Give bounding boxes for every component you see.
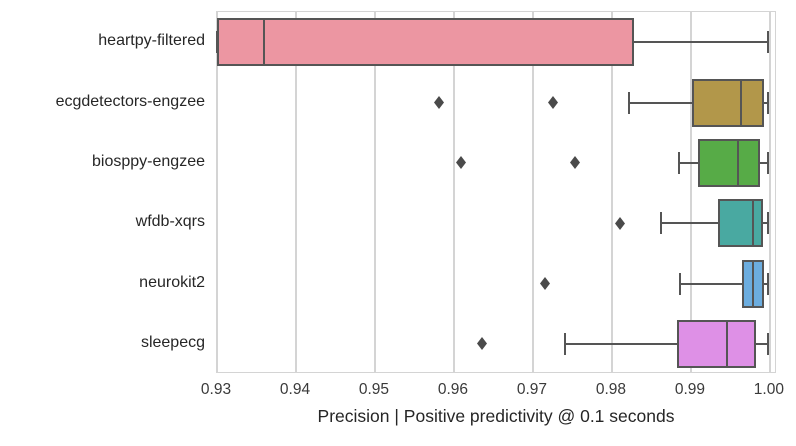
box xyxy=(691,78,765,127)
gridline xyxy=(611,12,613,372)
median-line xyxy=(726,321,729,366)
x-tick-label: 0.94 xyxy=(279,381,311,398)
box xyxy=(698,138,761,187)
box xyxy=(676,319,756,368)
whisker-cap xyxy=(766,31,769,54)
whisker-cap xyxy=(766,151,769,174)
whisker-cap xyxy=(659,212,662,235)
x-tick-label: 0.98 xyxy=(595,381,627,398)
x-tick-label: 0.93 xyxy=(200,381,232,398)
gridline xyxy=(532,12,534,372)
x-tick-label: 0.97 xyxy=(516,381,548,398)
gridline xyxy=(690,12,692,372)
whisker-cap xyxy=(678,272,681,295)
gridline xyxy=(769,12,771,372)
x-tick-label: 0.99 xyxy=(674,381,705,398)
outlier-diamond xyxy=(614,216,625,230)
median-line xyxy=(751,261,754,306)
y-category-label: neurokit2 xyxy=(139,273,205,291)
outlier-diamond xyxy=(569,156,580,170)
gridline xyxy=(374,12,376,372)
y-category-label: wfdb-xqrs xyxy=(135,213,205,231)
outlier-diamond xyxy=(547,96,558,109)
y-category-label: ecgdetectors-engzee xyxy=(55,92,205,110)
gridline xyxy=(453,12,455,372)
x-tick-label: 0.95 xyxy=(358,381,390,398)
box xyxy=(717,199,763,248)
x-tick-label: 0.96 xyxy=(437,381,469,398)
outlier-diamond xyxy=(456,156,467,170)
outlier-diamond xyxy=(476,337,487,351)
median-line xyxy=(752,201,755,246)
median-line xyxy=(736,140,739,185)
whisker-line xyxy=(679,282,768,285)
median-line xyxy=(263,20,266,65)
whisker-line xyxy=(660,222,768,225)
whisker-cap xyxy=(766,272,769,295)
box xyxy=(217,18,635,67)
whisker-cap xyxy=(628,91,631,114)
whisker-cap xyxy=(766,332,769,355)
gridline xyxy=(295,12,297,372)
x-tick-label: 1.00 xyxy=(753,381,784,398)
y-category-label: biosppy-engzee xyxy=(92,152,205,170)
whisker-cap xyxy=(678,151,681,174)
plot-area xyxy=(216,11,776,373)
x-axis-title: Precision | Positive predictivity @ 0.1 … xyxy=(317,406,675,426)
outlier-diamond xyxy=(433,96,444,109)
y-category-label: sleepecg xyxy=(140,333,205,351)
whisker-line xyxy=(564,342,768,345)
whisker-cap xyxy=(563,332,566,355)
outlier-diamond xyxy=(539,277,550,290)
median-line xyxy=(739,80,742,125)
gridline xyxy=(216,12,218,372)
y-category-label: heartpy-filtered xyxy=(98,32,205,50)
whisker-cap xyxy=(766,91,769,114)
whisker-cap xyxy=(766,212,769,235)
